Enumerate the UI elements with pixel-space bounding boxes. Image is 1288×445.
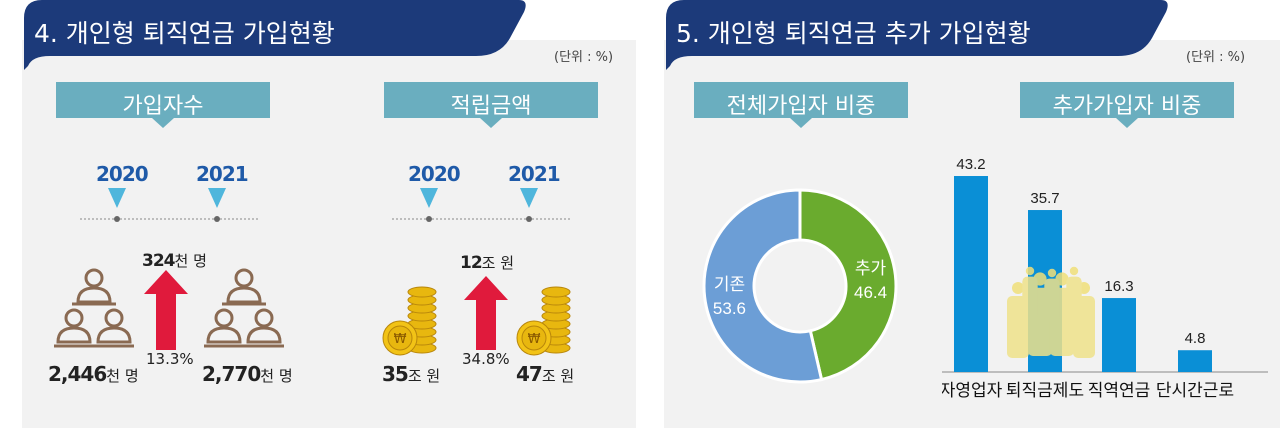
reserves-value-from-number: 35: [382, 362, 409, 386]
subscribers-banner-shape: [56, 82, 270, 128]
donut-banner: 전체가입자 비중: [694, 82, 908, 128]
up-arrow-icon: [144, 270, 188, 350]
reserves-banner: 적립금액: [384, 82, 598, 128]
subscribers-value-from: 2,446천 명: [48, 362, 139, 386]
reserves-value-to-number: 47: [516, 362, 543, 386]
reserves-increase: 12조 원: [460, 252, 514, 273]
subscribers-year-to: 2021: [196, 162, 249, 186]
reserves-year-from: 2020: [408, 162, 461, 186]
donut-chart: 추가 46.4 기존 53.6: [702, 188, 898, 384]
donut-slice-1: [702, 188, 824, 384]
bar-banner-shape: [1020, 82, 1234, 128]
down-triangle-icon: [420, 188, 438, 208]
bar-banner-label: 추가가입자 비중: [1052, 94, 1202, 119]
subscribers-increase-unit: 천 명: [174, 252, 207, 270]
bar: [954, 176, 988, 372]
up-arrow-icon: [464, 276, 508, 350]
donut-category-label: 기존: [714, 275, 745, 295]
subscribers-timeline: [80, 188, 258, 222]
reserves-increase-unit: 조 원: [481, 254, 515, 272]
coin-stack-icon: ₩: [382, 286, 437, 356]
bar-data-label: 35.7: [1030, 190, 1059, 207]
person-icon: [204, 268, 284, 348]
reserves-year-to: 2021: [508, 162, 561, 186]
bar: [1178, 350, 1212, 372]
crowd-icon: [1007, 266, 1095, 358]
subscribers-banner-label: 가입자수: [122, 94, 204, 119]
reserves-timeline: [392, 188, 570, 222]
reserves-increase-value: 12: [460, 253, 483, 273]
bar-data-label: 43.2: [956, 156, 985, 173]
reserves-value-to-unit: 조 원: [541, 367, 575, 385]
left-panel: 4. 개인형 퇴직연금 가입현황 (단위 : %) 가입자수 2020 2021: [14, 0, 636, 428]
bar-category-label: 퇴직금제도: [1006, 381, 1084, 401]
subscribers-value-from-number: 2,446: [48, 362, 107, 386]
right-panel-title: 5. 개인형 퇴직연금 추가 가입현황: [676, 19, 1031, 48]
donut-value-label: 53.6: [713, 299, 746, 318]
down-triangle-icon: [208, 188, 226, 208]
bar-category-label: 자영업자: [942, 381, 1003, 401]
left-panel-title: 4. 개인형 퇴직연금 가입현황: [34, 19, 335, 48]
donut-slice-0: [798, 188, 898, 382]
bar-data-label: 16.3: [1104, 278, 1133, 295]
reserves-value-from-unit: 조 원: [407, 367, 441, 385]
subscribers-value-to-number: 2,770: [202, 362, 261, 386]
subscribers-increase-value: 324: [142, 251, 175, 271]
right-panel: 5. 개인형 퇴직연금 추가 가입현황 (단위 : %) 전체가입자 비중 추가…: [656, 0, 1280, 428]
subscribers-increase: 324천 명: [142, 250, 207, 271]
subscribers-banner: 가입자수: [56, 82, 270, 128]
right-unit-label: (단위 : %): [1186, 50, 1246, 65]
reserves-banner-label: 적립금액: [450, 94, 532, 119]
coin-stack-icon: ₩: [516, 286, 571, 356]
bar-data-label: 4.8: [1185, 330, 1206, 347]
svg-text:₩: ₩: [528, 332, 541, 347]
left-header-shape: [24, 0, 526, 70]
donut-banner-label: 전체가입자 비중: [726, 94, 876, 119]
down-triangle-icon: [520, 188, 538, 208]
subscribers-value-to: 2,770천 명: [202, 362, 293, 386]
svg-text:₩: ₩: [394, 332, 407, 347]
subscribers-value-to-unit: 천 명: [260, 367, 293, 385]
reserves-banner-shape: [384, 82, 598, 128]
left-unit-label: (단위 : %): [554, 50, 614, 65]
bar-chart: 43.2 자영업자 35.7 퇴직금제도 16.3 직역연금 4.8 단시간근로: [942, 156, 1268, 401]
donut-banner-shape: [694, 82, 908, 128]
down-triangle-icon: [108, 188, 126, 208]
reserves-value-from: 35조 원: [382, 362, 440, 386]
bar-category-label: 직역연금: [1088, 381, 1151, 401]
bar: [1102, 298, 1136, 372]
subscribers-growth-rate: 13.3%: [146, 350, 194, 368]
bar-category-label: 단시간근로: [1156, 381, 1234, 401]
right-header-shape: [666, 0, 1168, 70]
person-icon: [54, 268, 134, 348]
subscribers-year-from: 2020: [96, 162, 149, 186]
subscribers-value-from-unit: 천 명: [106, 367, 139, 385]
reserves-growth-rate: 34.8%: [462, 350, 510, 368]
donut-value-label: 46.4: [854, 283, 887, 302]
reserves-value-to: 47조 원: [516, 362, 574, 386]
bar-banner: 추가가입자 비중: [1020, 82, 1234, 128]
donut-category-label: 추가: [855, 259, 887, 279]
